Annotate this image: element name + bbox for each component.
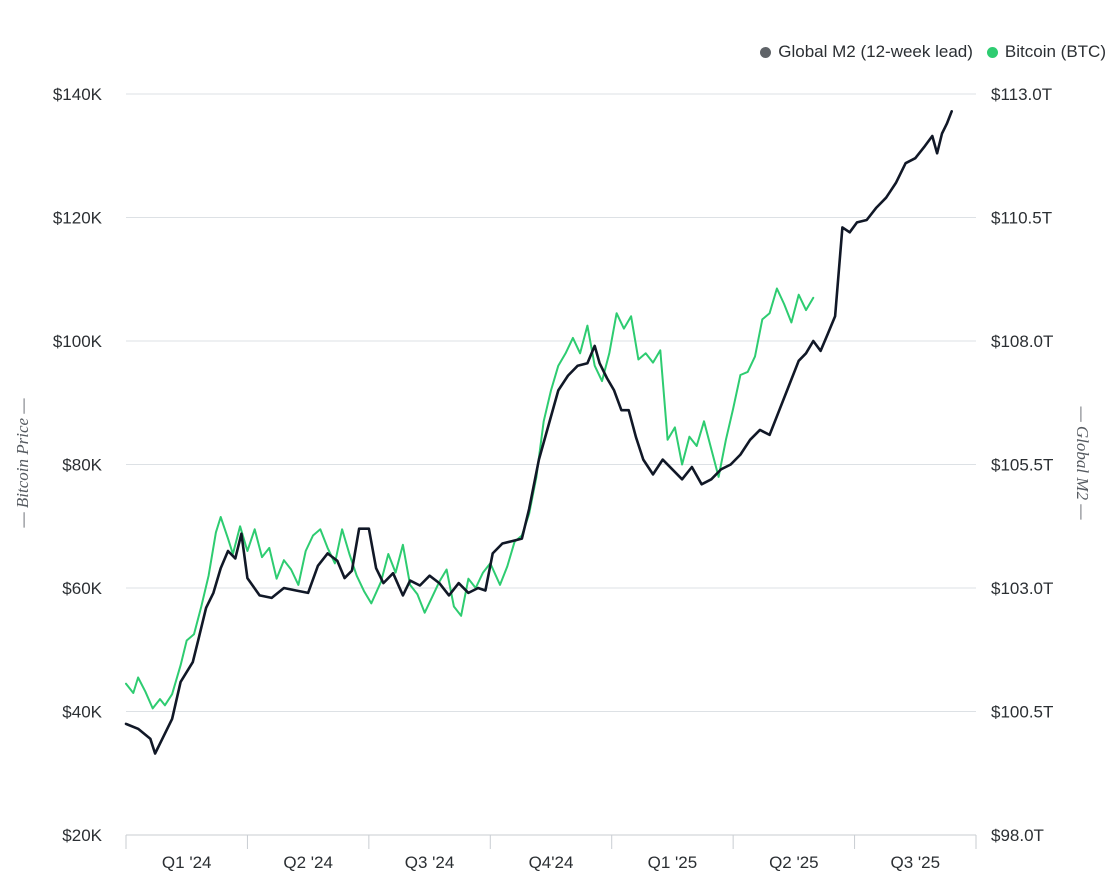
- right-tick-label: $108.0T: [991, 332, 1053, 351]
- right-tick-label: $98.0T: [991, 826, 1044, 845]
- left-axis-ticks: $140K $120K $100K $80K $60K $40K $20K: [53, 85, 103, 845]
- series-line-bitcoin: [125, 287, 815, 710]
- x-tick-label: Q2 '24: [283, 853, 333, 872]
- right-axis-title: — Global M2 —: [1073, 406, 1092, 521]
- grid-lines: [126, 93, 976, 836]
- right-axis-ticks: $113.0T $110.5T $108.0T $105.5T $103.0T $100.…: [991, 85, 1053, 845]
- legend-label-bitcoin: Bitcoin (BTC): [1004, 42, 1106, 61]
- right-tick-label: $105.5T: [991, 456, 1053, 475]
- chart-legend: Global M2 (12-week lead) Bitcoin (BTC): [760, 42, 1106, 62]
- legend-item-global-m2[interactable]: Global M2 (12-week lead): [760, 42, 973, 62]
- series-layer: [124, 110, 953, 755]
- x-tick-label: Q3 '24: [405, 853, 455, 872]
- x-tick-label: Q4'24: [529, 853, 574, 872]
- x-tick-label: Q1 '24: [162, 853, 212, 872]
- legend-dot-bitcoin: [986, 46, 998, 58]
- right-tick-label: $103.0T: [991, 579, 1053, 598]
- left-tick-label: $120K: [53, 209, 103, 228]
- right-tick-label: $110.5T: [991, 209, 1052, 228]
- x-tick-label: Q2 '25: [769, 853, 819, 872]
- left-tick-label: $20K: [62, 826, 102, 845]
- left-tick-label: $40K: [62, 703, 102, 722]
- x-tick-label: Q3 '25: [891, 853, 941, 872]
- legend-label-global-m2: Global M2 (12-week lead): [778, 42, 973, 61]
- series-line-global-m2: [124, 110, 953, 755]
- left-tick-label: $80K: [62, 456, 102, 475]
- left-tick-label: $60K: [62, 579, 102, 598]
- left-tick-label: $140K: [53, 85, 103, 104]
- right-tick-label: $113.0T: [991, 85, 1052, 104]
- legend-item-bitcoin[interactable]: Bitcoin (BTC): [986, 42, 1106, 62]
- right-tick-label: $100.5T: [991, 703, 1053, 722]
- x-tick-label: Q1 '25: [648, 853, 698, 872]
- left-tick-label: $100K: [53, 332, 103, 351]
- legend-dot-global-m2: [760, 46, 772, 58]
- left-axis-title: — Bitcoin Price —: [13, 398, 32, 529]
- x-axis: Q1 '24 Q2 '24 Q3 '24 Q4'24 Q1 '25 Q2 '25 Q3 '2…: [125, 835, 977, 872]
